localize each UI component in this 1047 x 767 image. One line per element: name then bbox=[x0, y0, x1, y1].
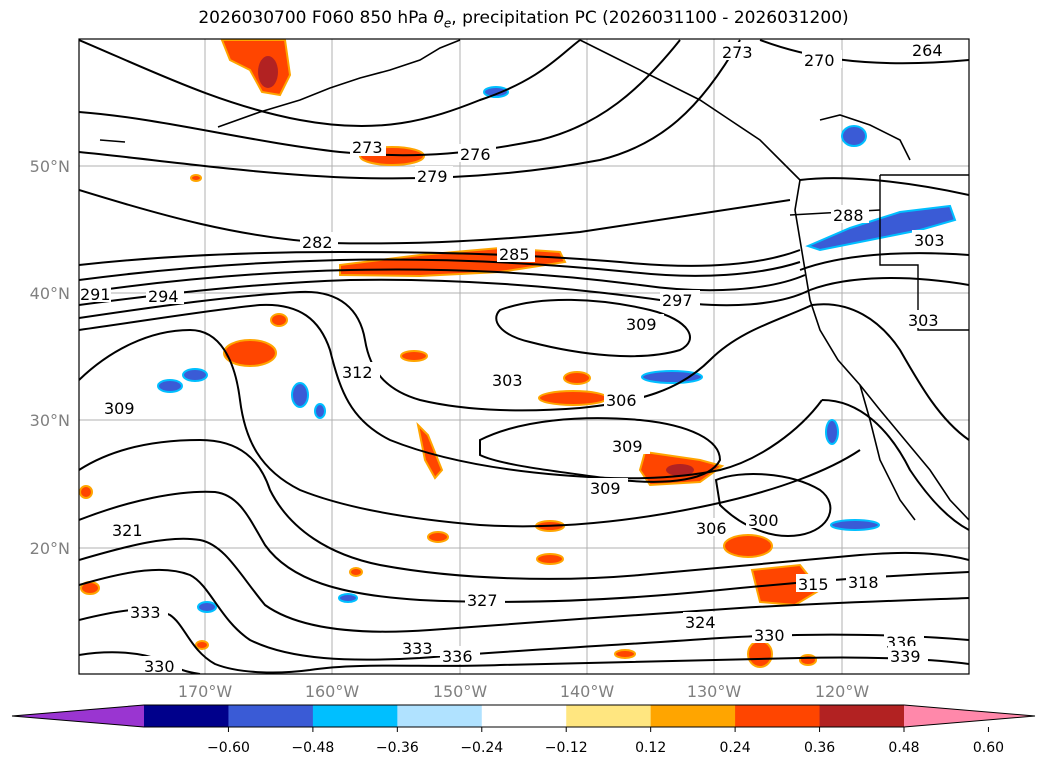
lat-label-50n: 50°N bbox=[30, 157, 70, 176]
contour-label-315: 315 bbox=[798, 575, 829, 594]
contour-label-339: 339 bbox=[890, 647, 921, 666]
contour-label-273: 273 bbox=[352, 138, 383, 157]
contour-label-309-b: 309 bbox=[612, 437, 643, 456]
contour-label-306: 306 bbox=[606, 391, 637, 410]
colorbar-tick-label: −0.48 bbox=[291, 740, 334, 756]
contour-label-303: 303 bbox=[492, 371, 523, 390]
contour-label-324: 324 bbox=[685, 613, 716, 632]
contour-label-276: 276 bbox=[460, 145, 491, 164]
map-title: 2026030700 F060 850 hPa θe, precipitatio… bbox=[198, 8, 849, 31]
colorbar-tick-label: −0.12 bbox=[545, 740, 588, 756]
contour-label-282: 282 bbox=[302, 233, 333, 252]
coastlines bbox=[99, 39, 969, 521]
contour-label-312: 312 bbox=[342, 363, 373, 382]
contour-label-300: 300 bbox=[748, 511, 779, 530]
contour-label-297: 297 bbox=[662, 291, 693, 310]
contour-label-303-b: 303 bbox=[908, 311, 939, 330]
contour-labels: 273 276 279 282 285 288 291 294 297 300 … bbox=[79, 40, 952, 676]
colorbar-segment bbox=[312, 705, 398, 727]
lon-label-150w: 150°W bbox=[433, 682, 488, 701]
colorbar-tick-label: 0.36 bbox=[804, 740, 835, 756]
lon-label-130w: 130°W bbox=[687, 682, 742, 701]
contour-label-285: 285 bbox=[499, 245, 530, 264]
latitude-labels: 50°N 40°N 30°N 20°N bbox=[30, 157, 70, 558]
contour-label-264: 264 bbox=[912, 41, 943, 60]
colorbar-segment bbox=[481, 705, 567, 727]
colorbar-segment bbox=[819, 705, 905, 727]
colorbar-outline bbox=[11, 704, 1036, 728]
contour-label-303-c: 303 bbox=[914, 231, 945, 250]
colorbar-extend-high bbox=[904, 705, 1035, 727]
contour-label-294: 294 bbox=[148, 287, 179, 306]
contour-label-318: 318 bbox=[848, 573, 879, 592]
longitude-labels: 170°W 160°W 150°W 140°W 130°W 120°W bbox=[178, 682, 870, 701]
contour-label-327: 327 bbox=[467, 591, 498, 610]
colorbar-tick-label: −0.36 bbox=[376, 740, 419, 756]
colorbar-extend-low bbox=[12, 705, 144, 727]
colorbar-segment bbox=[566, 705, 652, 727]
contour-label-330-b: 330 bbox=[144, 657, 175, 676]
colorbar-tick-label: −0.24 bbox=[460, 740, 503, 756]
colorbar: −0.60 −0.48 −0.36 −0.24 −0.12 0.12 0.24 0.36 0.4… bbox=[11, 704, 1036, 756]
contour-label-309-c: 309 bbox=[590, 479, 621, 498]
lat-label-20n: 20°N bbox=[30, 539, 70, 558]
contour-label-330: 330 bbox=[754, 626, 785, 645]
contour-label-333-b: 333 bbox=[130, 603, 161, 622]
colorbar-segment bbox=[650, 705, 736, 727]
colorbar-segment bbox=[735, 705, 821, 727]
contour-label-291: 291 bbox=[80, 285, 111, 304]
colorbar-tick-label: 0.12 bbox=[635, 740, 666, 756]
contour-label-279: 279 bbox=[417, 167, 448, 186]
colorbar-tick-label: −0.60 bbox=[207, 740, 250, 756]
contour-label-336: 336 bbox=[442, 647, 473, 666]
map-border bbox=[78, 38, 970, 675]
contour-label-288: 288 bbox=[833, 206, 864, 225]
contour-label-333: 333 bbox=[402, 639, 433, 658]
contour-label-306-b: 306 bbox=[696, 519, 727, 538]
contour-label-309: 309 bbox=[626, 315, 657, 334]
contour-label-273-b: 273 bbox=[722, 43, 753, 62]
contour-label-270: 270 bbox=[804, 51, 835, 70]
lat-label-30n: 30°N bbox=[30, 411, 70, 430]
colorbar-tick-label: 0.48 bbox=[888, 740, 919, 756]
lon-label-140w: 140°W bbox=[560, 682, 615, 701]
contour-label-309-d: 309 bbox=[104, 399, 135, 418]
lon-label-120w: 120°W bbox=[815, 682, 870, 701]
colorbar-segment bbox=[397, 705, 483, 727]
colorbar-tick-label: 0.24 bbox=[720, 740, 751, 756]
colorbar-segment bbox=[228, 705, 314, 727]
colorbar-segment bbox=[144, 705, 229, 727]
colorbar-tick-label: 0.60 bbox=[973, 740, 1004, 756]
contour-label-321: 321 bbox=[112, 521, 143, 540]
lat-label-40n: 40°N bbox=[30, 284, 70, 303]
lon-label-170w: 170°W bbox=[178, 682, 233, 701]
lon-label-160w: 160°W bbox=[305, 682, 360, 701]
